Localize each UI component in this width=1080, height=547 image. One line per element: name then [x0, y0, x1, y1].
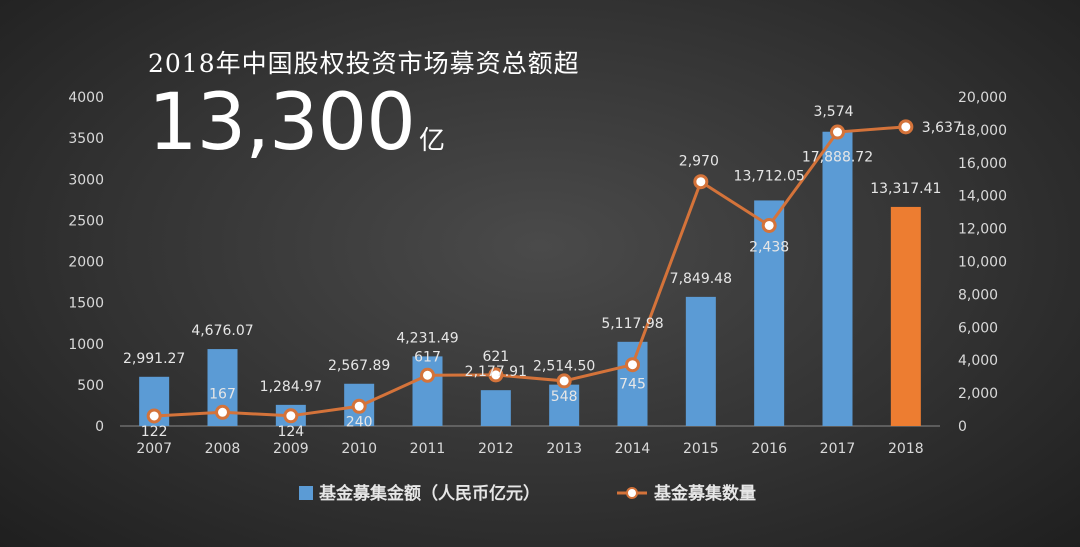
- count-marker-2008: [215, 404, 230, 420]
- right-axis-tick-label: 0: [958, 419, 967, 435]
- count-marker-2012: [488, 367, 504, 383]
- left-axis-tick-label: 3000: [68, 172, 104, 188]
- count-marker-2014: [625, 357, 640, 373]
- right-axis-tick-label: 8,000: [958, 287, 998, 303]
- x-axis-tick-label: 2011: [410, 441, 446, 457]
- bar-value-label: 17,888.72: [802, 150, 873, 166]
- headline-unit: 亿: [418, 126, 445, 156]
- legend-bar-swatch: [299, 486, 313, 500]
- headline-total: 13,300 亿: [148, 78, 445, 168]
- x-axis-tick-label: 2013: [546, 441, 582, 457]
- bar-2012: [480, 390, 511, 426]
- bar-2011: [412, 356, 443, 426]
- count-line: [154, 125, 906, 418]
- line-value-label: 548: [551, 389, 578, 405]
- bar-value-label: 13,317.41: [870, 181, 941, 197]
- bar-2013: [549, 384, 580, 426]
- left-axis-tick-label: 1000: [68, 337, 104, 353]
- count-marker-2015: [693, 174, 709, 190]
- right-axis-tick-label: 6,000: [958, 320, 998, 336]
- bar-2017: [822, 131, 853, 426]
- bar-value-label: 2,177.91: [465, 364, 527, 380]
- legend-line-marker: [626, 487, 638, 499]
- line-value-label: 3,574: [813, 104, 853, 120]
- bar-value-label: 7,849.48: [670, 271, 732, 287]
- x-axis-tick-label: 2018: [888, 441, 924, 457]
- left-axis-tick-label: 500: [77, 378, 104, 394]
- right-axis-tick-label: 2,000: [958, 386, 998, 402]
- left-axis-tick-label: 0: [95, 419, 104, 435]
- chart-headline: 2018年中国股权投资市场募资总额超: [148, 49, 580, 78]
- bar-2018: [890, 206, 921, 426]
- count-marker-2013: [556, 373, 572, 389]
- left-axis-tick-label: 2000: [68, 255, 104, 271]
- line-value-label: 122: [141, 424, 168, 440]
- left-axis-tick-label: 4000: [68, 90, 104, 106]
- legend-bar-label: 基金募集金额（人民币亿元）: [318, 483, 540, 504]
- left-axis-tick-label: 1500: [68, 296, 104, 312]
- x-axis-tick-label: 2014: [615, 441, 651, 457]
- line-value-label: 124: [277, 424, 304, 440]
- count-marker-2007: [146, 408, 162, 424]
- count-marker-2009: [283, 408, 299, 424]
- right-axis-tick-label: 16,000: [958, 156, 1007, 172]
- bar-value-label: 1,284.97: [260, 379, 322, 395]
- bar-value-label: 13,712.05: [734, 168, 805, 184]
- x-axis-tick-label: 2010: [341, 441, 377, 457]
- line-value-label: 3,637: [922, 120, 962, 136]
- right-axis-tick-label: 18,000: [958, 123, 1007, 139]
- x-axis-tick-label: 2009: [273, 441, 309, 457]
- right-axis-tick-label: 20,000: [958, 90, 1007, 106]
- x-axis-tick-label: 2016: [751, 441, 787, 457]
- bar-value-label: 2,514.50: [533, 359, 595, 375]
- bar-2016: [754, 200, 785, 426]
- right-axis-tick-label: 10,000: [958, 255, 1007, 271]
- x-axis-tick-label: 2012: [478, 441, 514, 457]
- left-axis-tick-label: 3500: [68, 131, 104, 147]
- bar-value-label: 4,231.49: [396, 330, 458, 346]
- legend-line-label: 基金募集数量: [653, 483, 756, 504]
- bar-value-label: 4,676.07: [191, 323, 253, 339]
- x-axis-tick-label: 2015: [683, 441, 719, 457]
- count-marker-2018: [898, 119, 914, 135]
- line-value-label: 621: [482, 349, 509, 365]
- line-value-label: 240: [346, 414, 373, 430]
- count-marker-2017: [830, 124, 845, 140]
- line-value-label: 2,970: [679, 154, 719, 170]
- headline-value: 13,300: [148, 78, 416, 168]
- bar-value-label: 5,117.98: [601, 316, 663, 332]
- line-value-label: 617: [414, 349, 441, 365]
- right-axis-tick-label: 14,000: [958, 189, 1007, 205]
- bar-value-label: 2,991.27: [123, 351, 185, 367]
- x-axis-tick-label: 2007: [136, 441, 172, 457]
- right-axis-tick-label: 4,000: [958, 353, 998, 369]
- count-marker-2016: [761, 217, 777, 233]
- x-axis-tick-label: 2017: [820, 441, 856, 457]
- bar-value-label: 2,567.89: [328, 358, 390, 374]
- right-axis-tick-label: 12,000: [958, 222, 1007, 238]
- bar-2015: [685, 296, 716, 426]
- line-value-label: 2,438: [749, 239, 789, 255]
- x-axis-tick-label: 2008: [205, 441, 241, 457]
- count-marker-2010: [351, 398, 367, 414]
- bar-2014: [617, 341, 648, 426]
- left-axis-tick-label: 2500: [68, 213, 104, 229]
- count-marker-2011: [420, 367, 435, 383]
- line-value-label: 745: [619, 377, 646, 393]
- line-value-label: 167: [209, 386, 236, 402]
